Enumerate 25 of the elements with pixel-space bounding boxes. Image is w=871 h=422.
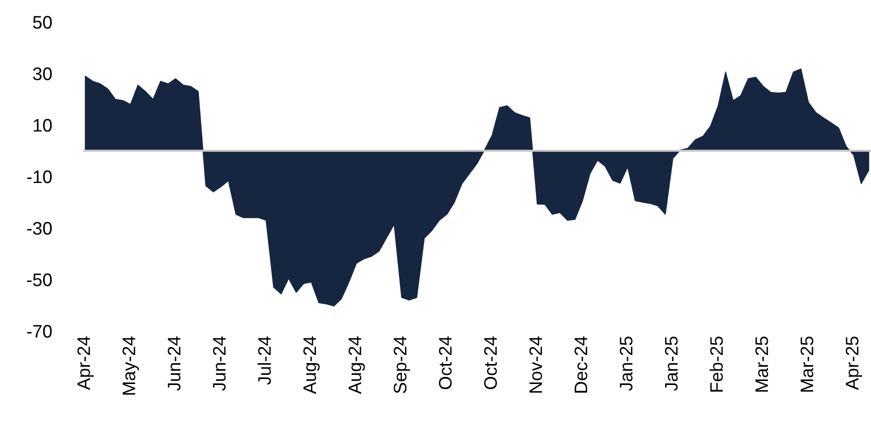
x-tick-label: Jan-25: [664, 336, 678, 391]
x-tick-label: Aug-24: [348, 336, 365, 394]
y-tick-label: -50: [27, 273, 52, 286]
x-tick-label: Apr-24: [77, 336, 94, 390]
y-tick-label: -10: [27, 170, 52, 184]
x-tick-label: Mar-25: [800, 336, 814, 392]
x-tick-label: Nov-24: [529, 336, 542, 393]
x-tick-label: Apr-25: [846, 336, 862, 390]
y-tick-label: 10: [34, 118, 52, 132]
x-tick-label: Oct-24: [484, 336, 497, 390]
x-tick-label: May-24: [122, 336, 139, 395]
x-tick-label: Jul-24: [258, 336, 271, 385]
x-tick-label: Jun-24: [168, 336, 181, 391]
x-tick-label: Dec-24: [574, 336, 588, 393]
x-tick-label: Feb-25: [710, 336, 723, 392]
y-tick-label: 30: [33, 67, 52, 80]
x-tick-label: Sep-24: [394, 336, 410, 394]
x-tick-label: Aug-24: [303, 336, 320, 394]
x-tick-label: Oct-24: [438, 336, 452, 390]
x-tick-label: Jun-24: [212, 336, 226, 391]
y-tick-label: -30: [27, 222, 52, 235]
y-tick-label: -70: [27, 324, 52, 338]
y-tick-label: 50: [33, 16, 52, 29]
x-tick-label: Jan-25: [620, 336, 633, 391]
x-tick-label: Mar-25: [755, 336, 768, 392]
